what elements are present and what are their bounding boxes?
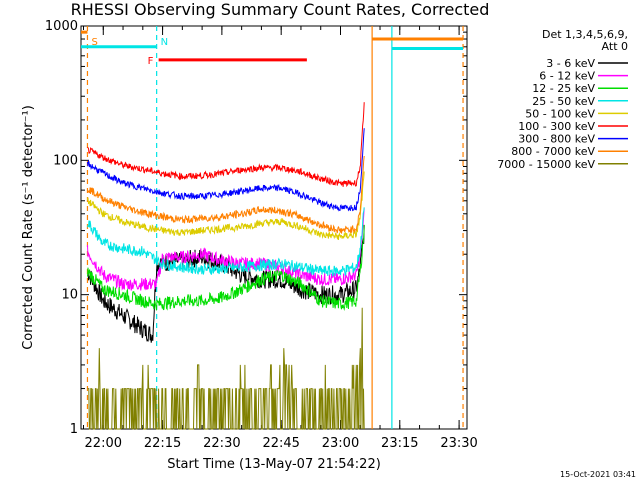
marker-label-0: S — [91, 37, 97, 48]
x-tick-label: 22:45 — [262, 436, 299, 451]
legend-entry-label-2: 12 - 25 keV — [532, 82, 595, 95]
legend-entry-label-3: 25 - 50 keV — [532, 95, 595, 108]
y-tick-label: 100 — [53, 153, 78, 168]
chart-title: RHESSI Observing Summary Count Rates, Co… — [70, 0, 490, 19]
x-tick-label: 22:00 — [85, 436, 122, 451]
series-line-4 — [87, 171, 365, 241]
y-tick-label: 1000 — [45, 19, 78, 34]
series-line-8 — [87, 307, 365, 430]
legend-entry-label-6: 300 - 800 keV — [518, 133, 595, 146]
y-axis-label: Corrected Count Rate (s⁻¹ detector⁻¹) — [21, 105, 36, 350]
legend-entry-label-7: 800 - 7000 keV — [511, 145, 595, 158]
series-line-2 — [87, 224, 365, 311]
series-line-1 — [87, 208, 365, 291]
flag-label-2: F — [148, 56, 154, 67]
series-line-7 — [87, 155, 365, 234]
x-tick-label: 23:00 — [322, 436, 359, 451]
legend-entry-label-1: 6 - 12 keV — [539, 70, 595, 83]
legend-header-1: Att 0 — [602, 40, 628, 53]
series-line-5 — [87, 102, 365, 188]
marker-label-1: N — [161, 37, 168, 48]
legend-entry-label-0: 3 - 6 keV — [546, 57, 595, 70]
x-axis-label: Start Time (13-May-07 21:54:22) — [167, 457, 381, 472]
legend-entry-label-5: 100 - 300 keV — [518, 120, 595, 133]
y-tick-label: 1 — [70, 422, 78, 437]
legend-entry-label-8: 7000 - 15000 keV — [497, 158, 595, 171]
plot-frame — [80, 25, 468, 430]
series-line-3 — [87, 207, 365, 277]
render-timestamp: 15-Oct-2021 03:41 — [560, 470, 636, 479]
x-tick-label: 23:15 — [381, 436, 418, 451]
x-tick-label: 23:30 — [440, 436, 477, 451]
series-line-6 — [87, 128, 365, 212]
y-tick-label: 10 — [61, 288, 78, 303]
legend-header-0: Det 1,3,4,5,6,9, — [542, 28, 628, 41]
x-tick-label: 22:30 — [203, 436, 240, 451]
x-tick-label: 22:15 — [144, 436, 181, 451]
legend-entry-label-4: 50 - 100 keV — [525, 107, 595, 120]
